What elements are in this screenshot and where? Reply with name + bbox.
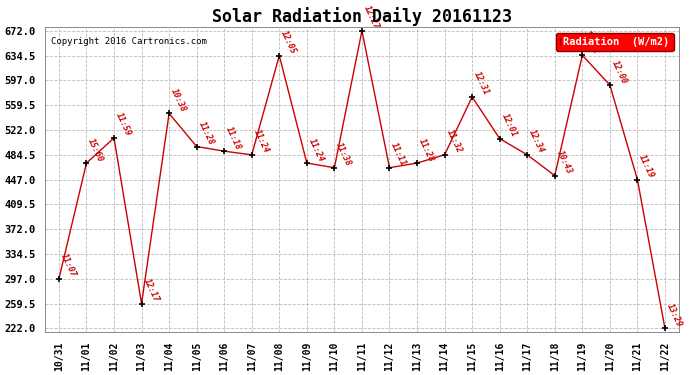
Text: 10:38: 10:38 — [169, 87, 188, 114]
Text: 11:32: 11:32 — [444, 128, 463, 155]
Text: 11:38: 11:38 — [335, 141, 353, 168]
Text: Copyright 2016 Cartronics.com: Copyright 2016 Cartronics.com — [52, 37, 208, 46]
Text: 11:28: 11:28 — [417, 136, 436, 163]
Text: 13:29: 13:29 — [665, 302, 684, 328]
Text: 12:27: 12:27 — [362, 4, 381, 31]
Text: 11:24: 11:24 — [307, 136, 326, 163]
Text: 12:00: 12:00 — [610, 58, 629, 85]
Text: 12:05: 12:05 — [279, 29, 298, 56]
Text: 15:60: 15:60 — [86, 136, 105, 163]
Text: 12:31: 12:31 — [472, 70, 491, 97]
Text: 11:18: 11:18 — [224, 125, 243, 151]
Title: Solar Radiation Daily 20161123: Solar Radiation Daily 20161123 — [212, 7, 512, 26]
Text: 11:24: 11:24 — [252, 128, 270, 155]
Text: 10:43: 10:43 — [555, 149, 573, 176]
Text: 12:01: 12:01 — [500, 112, 518, 139]
Text: 11:11: 11:11 — [389, 141, 408, 168]
Text: 11:19: 11:19 — [638, 153, 656, 180]
Text: 11:28: 11:28 — [197, 120, 215, 147]
Text: 10:22: 10:22 — [582, 29, 601, 55]
Text: 11:59: 11:59 — [114, 111, 132, 138]
Text: 12:17: 12:17 — [141, 277, 160, 304]
Text: 11:07: 11:07 — [59, 252, 78, 279]
Legend: Radiation  (W/m2): Radiation (W/m2) — [556, 33, 673, 51]
Text: 12:34: 12:34 — [527, 128, 546, 155]
